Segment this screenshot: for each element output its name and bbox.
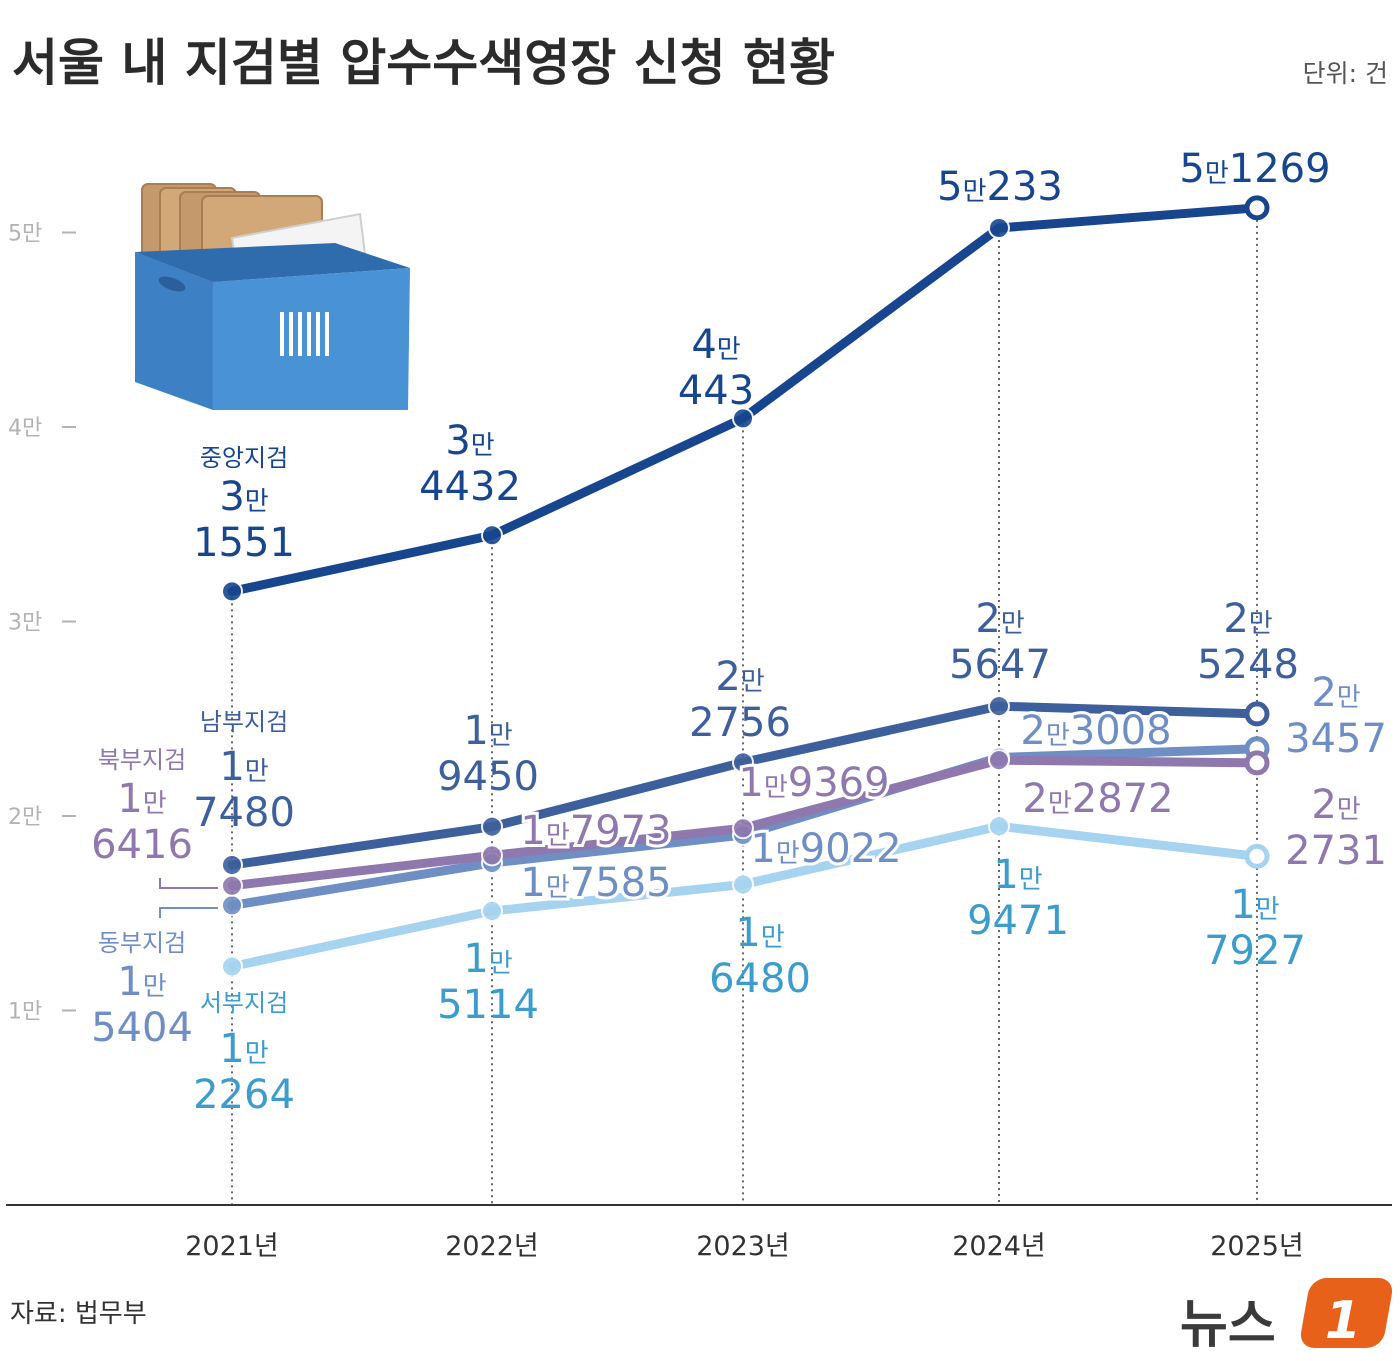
data-point xyxy=(221,580,243,603)
data-label-value: 2756 xyxy=(689,700,791,746)
data-label-value: 443 xyxy=(678,368,754,414)
x-tick-label: 2021년 xyxy=(185,1231,279,1262)
data-label-man: 1만 xyxy=(219,744,268,790)
x-tick-label: 2022년 xyxy=(445,1231,539,1262)
data-label-man: 1만 xyxy=(463,936,512,982)
series-name-label: 서부지검 xyxy=(200,989,288,1017)
data-label-man: 4만 xyxy=(691,322,740,368)
data-label-value: 5114 xyxy=(437,982,539,1028)
data-point xyxy=(481,815,503,838)
data-point xyxy=(732,817,754,840)
data-label-inline: 2만2872 xyxy=(1022,776,1173,822)
y-tick-label: 2만 xyxy=(8,805,42,830)
data-point xyxy=(221,955,243,978)
data-label-man: 3만 xyxy=(219,474,268,520)
bracket-connector xyxy=(159,907,218,918)
series-name-label: 남부지검 xyxy=(200,708,288,736)
data-label-value: 9471 xyxy=(967,898,1069,944)
data-label-value: 6480 xyxy=(709,956,811,1002)
data-point xyxy=(988,815,1010,838)
data-label-man: 3만 xyxy=(445,418,494,464)
data-label-man: 1만 xyxy=(463,708,512,754)
data-label-value: 2731 xyxy=(1285,828,1387,874)
data-point xyxy=(1244,195,1270,221)
brand-logo: 뉴스 1 xyxy=(1180,1278,1393,1355)
data-point xyxy=(481,900,503,923)
y-tick-label: 4만 xyxy=(8,416,42,441)
data-label-inline: 1만9022 xyxy=(750,826,901,872)
data-label-man: 2만 xyxy=(1311,670,1360,716)
data-label-value: 9450 xyxy=(437,754,539,800)
data-point xyxy=(732,407,754,430)
x-tick-label: 2025년 xyxy=(1210,1231,1304,1262)
data-label-inline: 5만233 xyxy=(937,164,1063,210)
brand-badge-icon xyxy=(1300,1278,1393,1348)
data-label-man: 1만 xyxy=(219,1026,268,1072)
data-label-man: 1만 xyxy=(117,959,166,1005)
data-point xyxy=(988,749,1010,772)
series-name-label: 북부지검 xyxy=(98,746,186,774)
data-point xyxy=(1244,701,1270,727)
data-labels: 중앙지검남부지검북부지검동부지검서부지검3만15513만44324만4435만2… xyxy=(91,143,1387,1118)
unit-label: 단위: 건 xyxy=(1303,59,1388,88)
data-point-markers xyxy=(221,195,1270,978)
data-label-value: 5647 xyxy=(949,642,1051,688)
data-label-value: 4432 xyxy=(419,464,521,510)
axes: 1만 2만 3만 4만 5만 2021년 2022년 2023년 2024년 2025년 xyxy=(8,222,1304,1263)
data-label-man: 2만 xyxy=(975,596,1024,642)
x-tick-label: 2024년 xyxy=(952,1231,1046,1262)
data-label-man: 2만 xyxy=(715,654,764,700)
data-point xyxy=(988,695,1010,718)
chart-title: 서울 내 지검별 압수수색영장 신청 현황 xyxy=(12,34,835,92)
source-label: 자료: 법무부 xyxy=(10,1299,147,1329)
data-label-man: 1만 xyxy=(735,910,784,956)
data-label-value: 1551 xyxy=(193,520,295,566)
data-label-inline: 2만3008 xyxy=(1020,708,1171,754)
data-point xyxy=(732,873,754,896)
data-point xyxy=(481,524,503,547)
data-label-value: 6416 xyxy=(91,822,193,868)
data-label-man: 1만 xyxy=(117,776,166,822)
data-label-inline: 5만1269 xyxy=(1179,146,1330,192)
y-tick-label: 3만 xyxy=(8,611,42,636)
data-label-man: 1만 xyxy=(993,852,1042,898)
data-point xyxy=(221,874,243,897)
y-tick-label: 1만 xyxy=(8,1000,42,1025)
bracket-connector xyxy=(159,878,218,889)
data-label-inline: 1만7585 xyxy=(520,860,671,906)
data-label-inline: 1만7973 xyxy=(520,808,671,854)
data-point xyxy=(1244,843,1270,869)
evidence-box-illustration xyxy=(135,183,410,410)
data-label-value: 5404 xyxy=(91,1005,193,1051)
data-point xyxy=(221,854,243,877)
data-label-value: 7480 xyxy=(193,790,295,836)
data-point xyxy=(1244,750,1270,776)
data-label-man: 1만 xyxy=(1230,882,1279,928)
data-label-value: 3457 xyxy=(1285,716,1387,762)
data-label-man: 2만 xyxy=(1223,596,1272,642)
series-name-label: 중앙지검 xyxy=(200,444,288,472)
data-label-value: 7927 xyxy=(1204,928,1306,974)
data-point xyxy=(221,894,243,917)
data-point xyxy=(732,751,754,774)
data-label-man: 2만 xyxy=(1311,782,1360,828)
data-point xyxy=(481,844,503,867)
series-name-label: 동부지검 xyxy=(98,929,186,957)
x-tick-label: 2023년 xyxy=(696,1231,790,1262)
data-point xyxy=(988,216,1010,239)
brand-badge-text: 1 xyxy=(1325,1291,1361,1351)
y-tick-label: 5만 xyxy=(8,222,42,247)
data-label-inline: 1만9369 xyxy=(738,760,889,806)
barcode-icon xyxy=(280,312,329,356)
brand-name: 뉴스 xyxy=(1180,1295,1276,1355)
data-label-value: 5248 xyxy=(1197,642,1299,688)
data-label-value: 2264 xyxy=(193,1072,295,1118)
